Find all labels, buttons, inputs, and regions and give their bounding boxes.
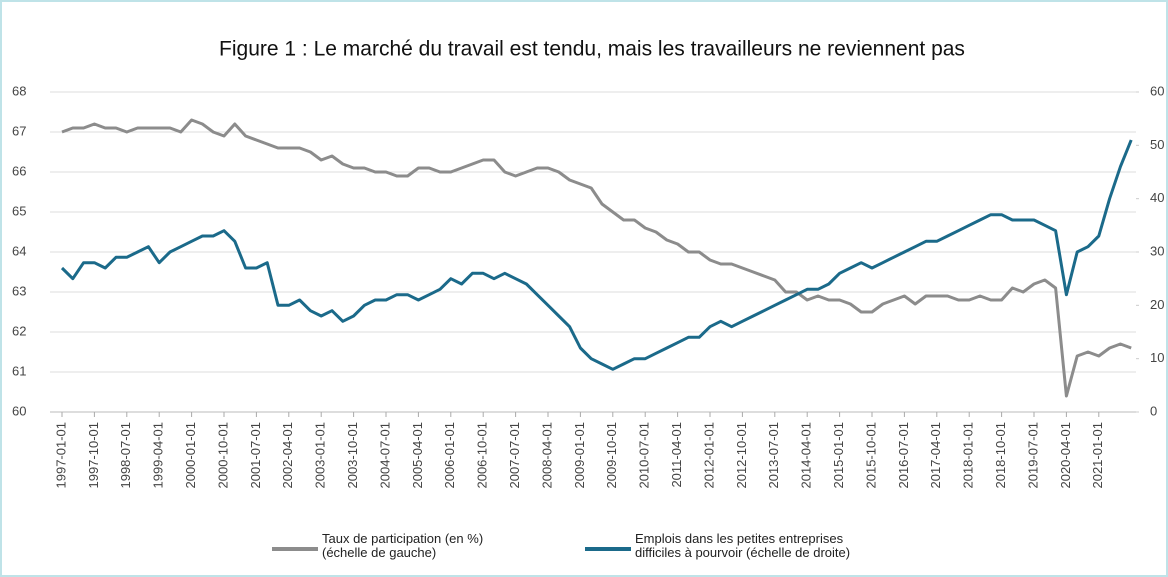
y-tick-label: 61 xyxy=(12,363,26,378)
x-tick-label: 2003-10-01 xyxy=(345,422,360,489)
line xyxy=(60,139,1133,371)
x-tick-label: 1997-10-01 xyxy=(86,422,101,489)
x-tick-label: 2014-04-01 xyxy=(799,422,814,489)
x-tick-label: 2009-01-01 xyxy=(572,422,587,489)
y2-tick-label: 0 xyxy=(1150,403,1157,418)
y-tick-label: 63 xyxy=(12,283,26,298)
x-tick-label: 2019-07-01 xyxy=(1025,422,1040,489)
y2-tick-label: 10 xyxy=(1150,350,1164,365)
x-tick-label: 2006-10-01 xyxy=(475,422,490,489)
x-tick-label: 2008-04-01 xyxy=(539,422,554,489)
x-tick-label: 2009-10-01 xyxy=(604,422,619,489)
x-tick-label: 2020-04-01 xyxy=(1058,422,1073,489)
x-tick-label: 1997-01-01 xyxy=(53,422,68,489)
x-tick-label: 2004-07-01 xyxy=(377,422,392,489)
y2-tick-label: 20 xyxy=(1150,297,1164,312)
y-tick-label: 60 xyxy=(12,403,26,418)
y2-tick-label: 60 xyxy=(1150,83,1164,98)
line xyxy=(61,118,1132,398)
y-tick-label: 66 xyxy=(12,163,26,178)
x-tick-label: 2012-10-01 xyxy=(734,422,749,489)
x-tick-label: 2015-01-01 xyxy=(831,422,846,489)
x-tick-label: 2000-10-01 xyxy=(215,422,230,489)
x-tick-label: 2005-04-01 xyxy=(410,422,425,489)
x-tick-label: 2012-01-01 xyxy=(701,422,716,489)
x-tick-label: 2011-04-01 xyxy=(669,422,684,488)
x-tick-label: 2016-07-01 xyxy=(896,422,911,489)
x-tick-label: 2000-01-01 xyxy=(183,422,198,489)
chart-title: Figure 1 : Le marché du travail est tend… xyxy=(219,38,965,61)
x-tick-label: 2010-07-01 xyxy=(637,422,652,489)
y-tick-label: 67 xyxy=(12,123,26,138)
y2-tick-label: 30 xyxy=(1150,243,1164,258)
x-tick-label: 2003-01-01 xyxy=(313,422,328,489)
x-tick-label: 2007-07-01 xyxy=(507,422,522,489)
x-tick-label: 2021-01-01 xyxy=(1090,422,1105,489)
x-tick-label: 1998-07-01 xyxy=(118,422,133,489)
y-tick-label: 62 xyxy=(12,323,26,338)
legend-label: Emplois dans les petites entreprises dif… xyxy=(635,531,851,560)
x-tick-label: 2006-01-01 xyxy=(442,422,457,489)
x-tick-label: 2001-07-01 xyxy=(248,422,263,489)
x-tick-label: 2018-10-01 xyxy=(993,422,1008,489)
y2-tick-label: 50 xyxy=(1150,137,1164,152)
x-tick-label: 1999-04-01 xyxy=(151,422,166,489)
y-tick-label: 68 xyxy=(12,83,26,98)
x-tick-label: 2018-01-01 xyxy=(961,422,976,489)
y-tick-label: 65 xyxy=(12,203,26,218)
x-tick-label: 2017-04-01 xyxy=(928,422,943,489)
y2-tick-label: 40 xyxy=(1150,190,1164,205)
y-tick-label: 64 xyxy=(12,243,26,258)
x-tick-label: 2015-10-01 xyxy=(863,422,878,489)
legend-label: Taux de participation (en %) (échelle de… xyxy=(322,531,484,560)
x-tick-label: 2013-07-01 xyxy=(766,422,781,489)
x-tick-label: 2002-04-01 xyxy=(280,422,295,489)
